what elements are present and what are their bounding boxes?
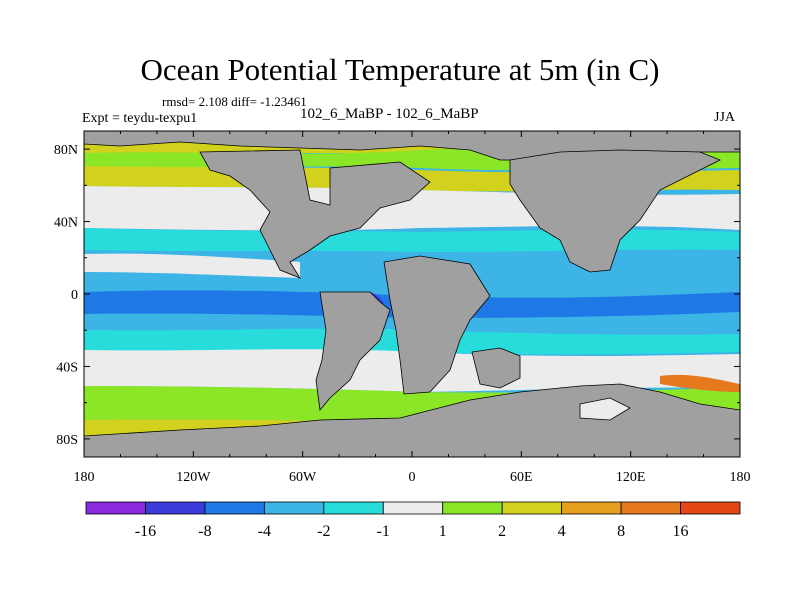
colorbar-swatch	[323, 501, 384, 515]
season-label: JJA	[714, 110, 736, 125]
colorbar-label: 8	[617, 523, 625, 540]
colorbar-label: -8	[198, 523, 211, 540]
x-tick-label: 60W	[289, 470, 317, 485]
difference-label: 102_6_MaBP - 102_6_MaBP	[300, 106, 479, 122]
africa	[383, 255, 491, 395]
x-tick-label: 0	[409, 470, 416, 485]
colorbar-swatch	[204, 501, 265, 515]
map-area	[84, 131, 740, 457]
colorbar-swatch	[620, 501, 681, 515]
colorbar-label: -16	[135, 523, 156, 540]
north-america	[199, 149, 431, 279]
y-axis: 80N 40N 0 40S 80S	[54, 143, 740, 448]
x-tick-label: 120E	[616, 470, 646, 485]
colorbar-swatch	[145, 501, 206, 515]
colorbar-label: -2	[317, 523, 330, 540]
colorbar-swatch	[382, 501, 444, 515]
x-tick-label: 180	[730, 470, 751, 485]
colorbar-label: -4	[258, 523, 271, 540]
colorbar-label: 1	[439, 523, 447, 540]
south-america	[315, 291, 391, 411]
colorbar-swatch	[263, 501, 325, 515]
madagascar-india-block	[471, 347, 521, 389]
colorbar-label: 4	[558, 523, 566, 540]
x-tick-label: 120W	[176, 470, 211, 485]
colorbar-swatch	[680, 501, 741, 515]
tasman-orange-patch	[660, 374, 740, 392]
x-tick-label: 180	[74, 470, 95, 485]
colorbar-swatch	[442, 501, 503, 515]
experiment-label: Expt = teydu-texpu1	[82, 111, 198, 126]
north-pacific-white-patch	[84, 253, 300, 278]
y-tick-label: 40N	[54, 216, 78, 231]
colorbar-label: 2	[498, 523, 506, 540]
x-axis: 180 120W 60W 0 60E 120E 180	[74, 131, 751, 485]
colorbar-label: -1	[377, 523, 390, 540]
land-masses	[84, 131, 740, 457]
colorbar-swatch	[501, 501, 563, 515]
colorbar-label: 16	[673, 523, 689, 540]
colorbar-swatch	[561, 501, 622, 515]
x-tick-label: 60E	[510, 470, 533, 485]
y-tick-label: 40S	[56, 360, 78, 375]
antarctica	[84, 383, 740, 457]
y-tick-label: 0	[71, 288, 78, 303]
rmsd-diff-stats: rmsd= 2.108 diff= -1.23461	[162, 94, 307, 109]
y-tick-label: 80N	[54, 143, 78, 158]
y-tick-label: 80S	[56, 433, 78, 448]
antarctic-white-inlet	[579, 397, 631, 421]
eurasia	[509, 149, 721, 273]
plot-title: Ocean Potential Temperature at 5m (in C)	[140, 52, 660, 87]
colorbar: -16 -8 -4 -2 -1 1 2 4 8 16	[85, 501, 741, 540]
colorbar-swatch	[85, 501, 146, 515]
